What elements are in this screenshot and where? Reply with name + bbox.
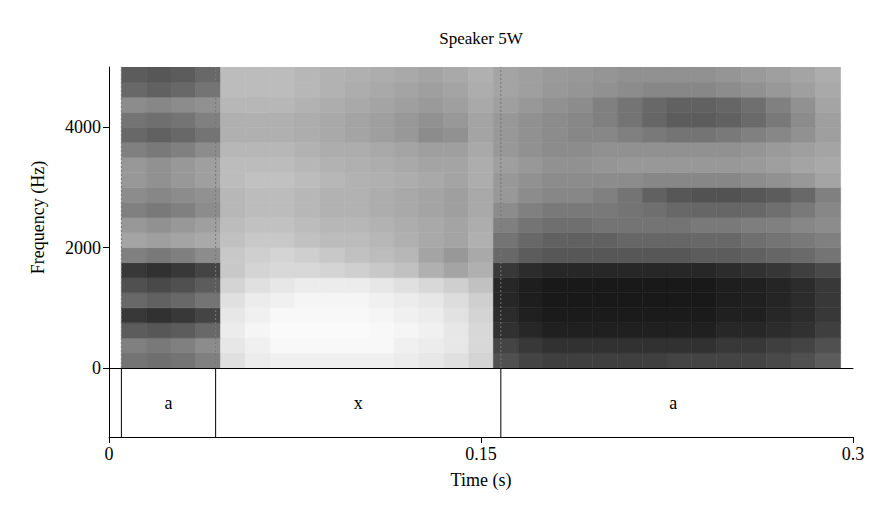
svg-text:0.3: 0.3 [842,444,865,464]
svg-text:a: a [165,393,173,413]
svg-text:0.15: 0.15 [465,444,497,464]
svg-text:Speaker 5W: Speaker 5W [439,29,524,48]
svg-text:a: a [669,393,677,413]
svg-text:2000: 2000 [65,238,101,258]
svg-text:0: 0 [92,358,101,378]
svg-text:0: 0 [105,444,114,464]
svg-text:Time (s): Time (s) [451,470,512,491]
svg-text:x: x [354,393,363,413]
svg-text:Frequency (Hz): Frequency (Hz) [28,161,49,274]
svg-text:4000: 4000 [65,117,101,137]
